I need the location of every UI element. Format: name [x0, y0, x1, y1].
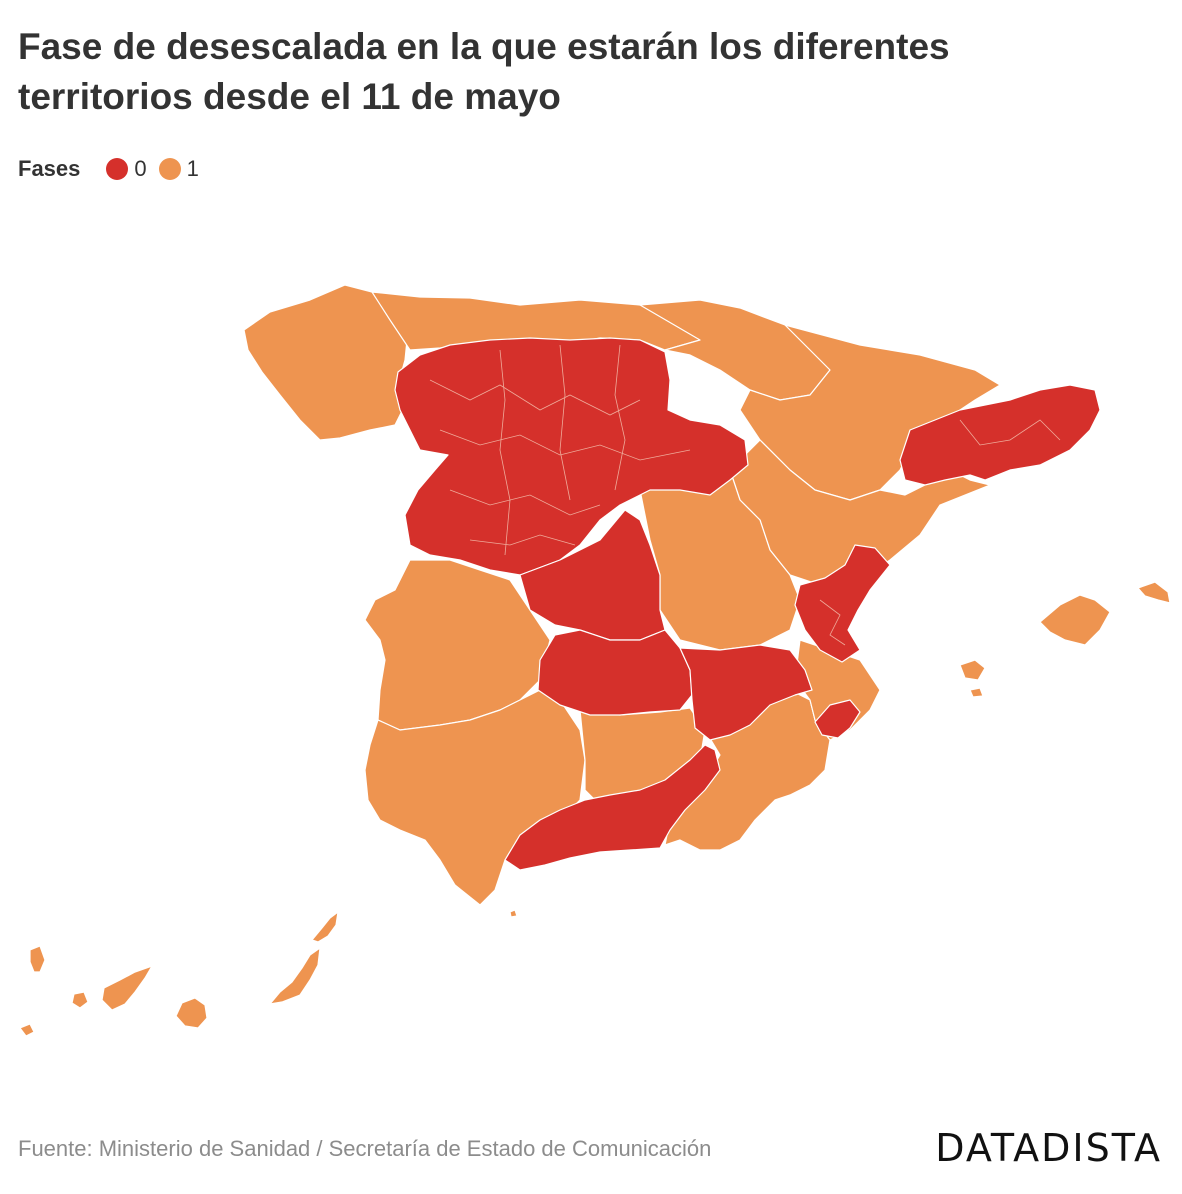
region-malaga-granada: [504, 744, 721, 871]
legend-swatch-phase-0: [106, 158, 129, 180]
region-castilla-leon: [394, 337, 749, 576]
region-gran-canaria: [175, 997, 208, 1029]
region-la-palma: [29, 945, 46, 973]
region-alicante-south: [814, 699, 861, 739]
region-madrid-toledo: [519, 509, 666, 641]
region-albacete: [679, 644, 813, 741]
brand-logo: DATADISTA: [935, 1126, 1162, 1170]
region-mallorca: [1039, 594, 1111, 646]
legend-label-phase-1: 1: [186, 156, 199, 181]
region-tenerife: [101, 965, 153, 1011]
subregion-borders: [429, 344, 1061, 646]
spain-phase-map: [19, 284, 1171, 1037]
region-fuerteventura: [269, 947, 321, 1005]
region-el-hierro: [19, 1023, 35, 1037]
region-ibiza: [959, 659, 986, 681]
source-note: Fuente: Ministerio de Sanidad / Secretar…: [18, 1136, 712, 1161]
legend-item-phase-1: 1: [158, 156, 199, 182]
region-lanzarote: [311, 911, 339, 943]
region-asturias-cantabria: [371, 291, 701, 351]
legend-swatch-phase-1: [158, 158, 181, 180]
region-catalonia: [899, 384, 1101, 486]
legend-title: Fases: [18, 156, 81, 181]
legend-item-phase-0: 0: [106, 156, 147, 182]
legend-label-phase-0: 0: [134, 156, 147, 181]
legend: Fases 0 1: [18, 156, 211, 182]
region-la-gomera: [71, 991, 89, 1009]
region-ciudad-real: [537, 629, 693, 716]
region-formentera: [969, 687, 984, 698]
region-ceuta: [509, 909, 518, 918]
region-menorca: [1137, 581, 1171, 604]
map-title: Fase de desescalada en la que estarán lo…: [18, 26, 950, 117]
region-valencia-castellon: [794, 544, 891, 663]
